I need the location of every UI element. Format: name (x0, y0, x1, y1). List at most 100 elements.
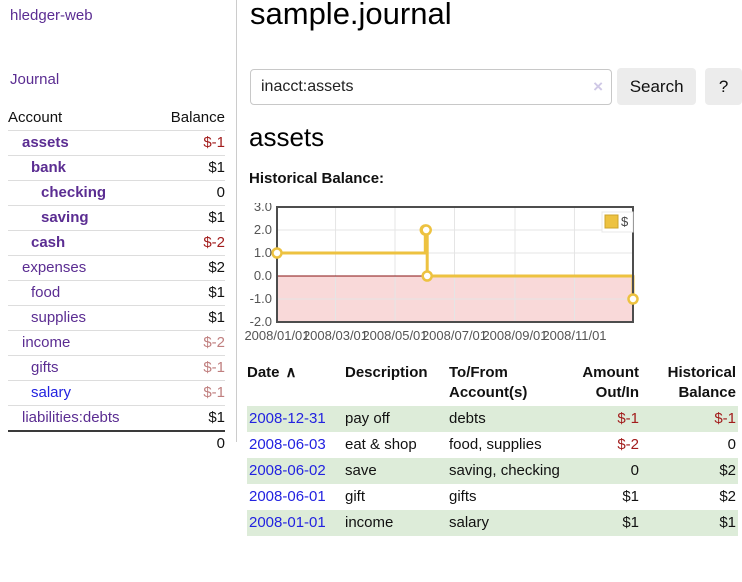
transaction-accounts: saving, checking (449, 462, 560, 479)
transaction-amount: $-1 (617, 410, 639, 427)
y-tick-label: 0.0 (254, 268, 272, 283)
date-column-header[interactable]: Date ∧ (247, 364, 297, 381)
help-button[interactable]: ? (705, 68, 742, 105)
account-link-supplies[interactable]: supplies (31, 309, 87, 326)
search-form: × Search ? (250, 68, 742, 105)
account-link-food[interactable]: food (31, 284, 61, 301)
transaction-amount: $1 (622, 488, 639, 505)
data-point-marker (271, 247, 283, 259)
account-link-cash[interactable]: cash (31, 234, 66, 251)
x-tick-label: 2008/11/01 (542, 328, 606, 343)
accounts-total-row: 0 (8, 430, 225, 456)
data-point-marker (627, 293, 639, 305)
accounts-table-header: Account Balance (8, 106, 225, 131)
account-balance: $1 (154, 305, 225, 331)
account-row: bank $1 (8, 155, 225, 181)
search-button[interactable]: Search (617, 68, 697, 105)
account-link-income[interactable]: income (22, 334, 71, 351)
y-tick-label: 3.0 (254, 203, 272, 214)
account-link-gifts[interactable]: gifts (31, 359, 59, 376)
accounts-total-balance: 0 (154, 430, 225, 456)
account-link-salary[interactable]: salary (31, 384, 72, 401)
page-title: sample.journal (250, 0, 452, 31)
y-tick-label: -1.0 (250, 291, 272, 306)
register-row: 2008-01-01 income salary $1 $1 (247, 510, 738, 536)
x-tick-label: 2008/03/01 (303, 328, 368, 343)
account-row: checking 0 (8, 180, 225, 206)
register-row: 2008-12-31 pay off debts $-1 $-1 (247, 406, 738, 432)
transaction-amount: $1 (622, 514, 639, 531)
account-link-checking[interactable]: checking (41, 184, 107, 201)
account-balance: $-1 (154, 130, 225, 156)
transaction-date-link[interactable]: 2008-06-02 (249, 462, 326, 479)
account-row: saving $1 (8, 205, 225, 231)
balance-column-header: Historical Balance (667, 364, 736, 401)
transaction-date-link[interactable]: 2008-06-01 (249, 488, 326, 505)
x-tick-label: 2008/07/01 (422, 328, 487, 343)
legend-label: $ (621, 214, 629, 229)
transaction-balance: $-1 (714, 410, 736, 427)
transaction-description: pay off (345, 410, 390, 427)
account-row: gifts $-1 (8, 355, 225, 381)
account-row: cash $-2 (8, 230, 225, 256)
account-link-expenses[interactable]: expenses (22, 259, 87, 276)
transaction-date-link[interactable]: 2008-01-01 (249, 514, 326, 531)
transaction-description: income (345, 514, 394, 531)
y-tick-label: 1.0 (254, 245, 272, 260)
account-link-assets[interactable]: assets (22, 134, 69, 151)
transaction-description: eat & shop (345, 436, 417, 453)
account-column-header: Account (8, 109, 63, 126)
main-content: sample.journal × Search ? assets Histori… (244, 0, 742, 582)
transaction-date-link[interactable]: 2008-12-31 (249, 410, 326, 427)
account-row: liabilities:debts $1 (8, 405, 225, 431)
account-row: assets $-1 (8, 130, 225, 156)
x-tick-label: 2008/09/01 (482, 328, 547, 343)
data-point-marker (421, 270, 433, 282)
account-row: income $-2 (8, 330, 225, 356)
account-balance: $-2 (154, 330, 225, 356)
x-tick-label: 2008/01/01 (244, 328, 309, 343)
app-title-link[interactable]: hledger-web (10, 7, 93, 24)
balance-column-header: Balance (170, 109, 225, 126)
search-input[interactable] (250, 68, 612, 105)
sidebar-item-journal[interactable]: Journal (10, 71, 60, 88)
transaction-date-link[interactable]: 2008-06-03 (249, 436, 326, 453)
account-balance: $1 (154, 280, 225, 306)
account-link-liabilities-debts[interactable]: liabilities:debts (22, 409, 120, 426)
plot-border (276, 206, 634, 323)
account-heading: assets (249, 122, 325, 152)
account-balance: $1 (154, 405, 225, 431)
account-balance: $2 (154, 255, 225, 281)
account-balance: $-2 (154, 230, 225, 256)
sidebar: hledger-web Journal Account Balance asse… (0, 0, 237, 456)
transaction-balance: $1 (719, 514, 736, 531)
transaction-amount: $-2 (617, 436, 639, 453)
clear-search-icon[interactable]: × (593, 76, 603, 96)
sort-ascending-icon: ∧ (285, 364, 297, 381)
account-balance: 0 (154, 180, 225, 206)
transaction-amount: 0 (630, 462, 639, 479)
transaction-balance: $2 (719, 462, 736, 479)
account-balance: $1 (154, 205, 225, 231)
account-row: supplies $1 (8, 305, 225, 331)
account-balance: $-1 (154, 355, 225, 381)
transaction-description: gift (345, 488, 366, 505)
data-point-marker (420, 224, 432, 236)
account-link-saving[interactable]: saving (41, 209, 89, 226)
description-column-header: Description (345, 364, 428, 381)
transaction-balance: $2 (719, 488, 736, 505)
account-row: expenses $2 (8, 255, 225, 281)
account-link-bank[interactable]: bank (31, 159, 67, 176)
x-tick-label: 2008/05/01 (362, 328, 427, 343)
amount-column-header: Amount Out/In (582, 364, 639, 401)
y-tick-label: -2.0 (250, 314, 272, 329)
register-row: 2008-06-03 eat & shop food, supplies $-2… (247, 432, 738, 458)
historical-balance-chart: $3.0 2.0 1.0 0.0 -1.0 -2.02008/01/012008/03/0… (244, 203, 639, 343)
register-table: Date ∧ Description To/From Account(s) Amo… (247, 360, 738, 536)
chart-label: Historical Balance: (249, 170, 385, 187)
search-box: × (250, 68, 612, 105)
transaction-accounts: salary (449, 514, 490, 531)
account-balance: $1 (154, 155, 225, 181)
transaction-balance: 0 (727, 436, 736, 453)
accounts-balance-table: Account Balance assets $-1 bank $1 check… (8, 106, 225, 456)
